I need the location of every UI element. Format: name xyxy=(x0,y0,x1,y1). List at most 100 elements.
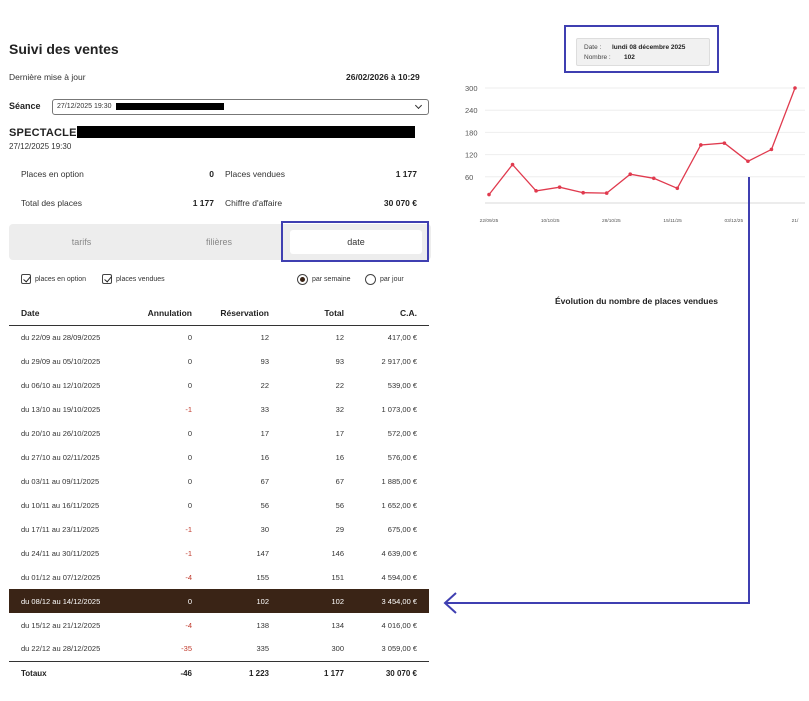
data-point xyxy=(487,192,491,197)
table-row[interactable]: du 01/12 au 07/12/2025 -4 155 151 4 594,00 € xyxy=(9,565,429,589)
cell-ca: 417,00 € xyxy=(387,332,417,342)
table-row[interactable]: du 10/11 au 16/11/2025 0 56 56 1 652,00 € xyxy=(9,493,429,517)
table-row[interactable]: du 24/11 au 30/11/2025 -1 147 146 4 639,00 € xyxy=(9,541,429,565)
total-places-label: Total des places xyxy=(21,198,82,208)
radio-label: par jour xyxy=(380,276,404,283)
cell-total: 17 xyxy=(335,428,344,438)
checkbox-places-sold[interactable]: places vendues xyxy=(102,274,165,284)
chevron-down-icon xyxy=(414,101,423,110)
data-point xyxy=(746,159,750,164)
redaction-bar xyxy=(77,126,415,138)
total-cell-date: Totaux xyxy=(9,660,127,685)
cell-annulation: -1 xyxy=(185,404,192,414)
show-title: SPECTACLE xyxy=(9,127,77,139)
cell-reservation: 33 xyxy=(260,404,269,414)
sold-label: Places vendues xyxy=(225,169,286,179)
cell-reservation: 155 xyxy=(256,572,269,582)
redaction-bar xyxy=(116,103,224,110)
table-row[interactable]: du 29/09 au 05/10/2025 0 93 93 2 917,00 € xyxy=(9,349,429,373)
cell-ca: 576,00 € xyxy=(387,452,417,462)
cell-total: 12 xyxy=(335,332,344,342)
col-header-annulation[interactable]: Annulation xyxy=(127,301,204,326)
cell-reservation: 16 xyxy=(260,452,269,462)
total-cell-reservation: 1 223 xyxy=(204,660,281,685)
total-places-value: 1 177 xyxy=(192,198,214,208)
cell-ca: 1 652,00 € xyxy=(381,500,417,510)
table-row[interactable]: du 03/11 au 09/11/2025 0 67 67 1 885,00 € xyxy=(9,469,429,493)
radio-per-day[interactable]: par jour xyxy=(365,274,404,285)
table-row[interactable]: du 08/12 au 14/12/2025 0 102 102 3 454,00 € xyxy=(9,589,429,613)
cell-ca: 2 917,00 € xyxy=(381,356,417,366)
y-tick-label: 300 xyxy=(465,84,478,93)
col-header-date[interactable]: Date xyxy=(9,301,127,326)
radio-per-week[interactable]: par semaine xyxy=(297,274,351,285)
cell-reservation: 147 xyxy=(256,548,269,558)
y-tick-label: 240 xyxy=(465,106,478,115)
cell-reservation: 30 xyxy=(260,524,269,534)
option-value: 0 xyxy=(209,169,214,179)
checkbox-checked-icon xyxy=(102,274,112,284)
cell-annulation: 0 xyxy=(187,500,192,510)
tab-tarifs[interactable]: tarifs xyxy=(71,237,92,247)
option-label: Places en option xyxy=(21,169,84,179)
totals-row: Totaux -46 1 223 1 177 30 070 € xyxy=(9,660,429,685)
cell-date: du 29/09 au 05/10/2025 xyxy=(21,356,101,366)
chart-caption: Évolution du nombre de places vendues xyxy=(555,296,718,306)
table-row[interactable]: du 22/12 au 28/12/2025 -35 335 300 3 059,00 … xyxy=(9,637,429,661)
cell-reservation: 67 xyxy=(260,476,269,486)
last-update-value: 26/02/2026 à 10:29 xyxy=(346,72,420,82)
data-point xyxy=(793,86,797,90)
data-point xyxy=(769,147,774,152)
cell-annulation: -35 xyxy=(181,644,192,654)
cell-date: du 24/11 au 30/11/2025 xyxy=(21,548,100,558)
cell-date: du 13/10 au 19/10/2025 xyxy=(21,404,101,414)
data-point xyxy=(604,191,609,195)
col-header-ca[interactable]: C.A. xyxy=(356,301,429,326)
checkbox-label: places vendues xyxy=(116,275,165,283)
view-tabs: tarifs filières date xyxy=(9,224,431,260)
col-header-reservation[interactable]: Réservation xyxy=(204,301,281,326)
cell-annulation: 0 xyxy=(187,476,192,486)
cell-total: 16 xyxy=(335,452,344,462)
cell-total: 29 xyxy=(335,524,344,534)
x-tick-label: 21/ xyxy=(792,218,799,224)
cell-annulation: -1 xyxy=(185,524,192,534)
cell-ca: 539,00 € xyxy=(387,380,417,390)
y-tick-label: 120 xyxy=(465,151,478,160)
x-tick-label: 03/12/25 xyxy=(724,218,743,224)
table-row[interactable]: du 13/10 au 19/10/2025 -1 33 32 1 073,00 € xyxy=(9,397,429,421)
data-point xyxy=(581,190,585,195)
table-row[interactable]: du 27/10 au 02/11/2025 0 16 16 576,00 € xyxy=(9,445,429,469)
table-row[interactable]: du 20/10 au 26/10/2025 0 17 17 572,00 € xyxy=(9,421,429,445)
seance-select[interactable]: 27/12/2025 19:30 xyxy=(52,99,429,115)
cell-reservation: 335 xyxy=(256,644,269,654)
cell-annulation: 0 xyxy=(127,589,204,613)
cell-date: du 15/12 au 21/12/2025 xyxy=(21,620,101,630)
tooltip-date-label: Date : xyxy=(584,44,602,51)
cell-date: du 20/10 au 26/10/2025 xyxy=(21,428,101,438)
radio-selected-icon xyxy=(297,274,308,285)
tab-date[interactable]: date xyxy=(290,230,422,254)
cell-total: 32 xyxy=(335,404,344,414)
cell-annulation: 0 xyxy=(187,452,192,462)
cell-annulation: -4 xyxy=(185,620,192,630)
cell-date: du 06/10 au 12/10/2025 xyxy=(21,380,101,390)
cell-ca: 3 059,00 € xyxy=(381,644,417,654)
checkbox-places-option[interactable]: places en option xyxy=(21,274,86,284)
col-header-total[interactable]: Total xyxy=(281,301,356,326)
sales-line-chart: 60 120 180 240 300 22/09/25 10/10/25 28/10/25 15… xyxy=(465,84,805,224)
tab-filieres[interactable]: filières xyxy=(205,237,232,247)
cell-reservation: 102 xyxy=(204,589,281,613)
data-point xyxy=(510,162,515,167)
table-row[interactable]: du 17/11 au 23/11/2025 -1 30 29 675,00 € xyxy=(9,517,429,541)
cell-reservation: 17 xyxy=(260,428,269,438)
tooltip-count-label: Nombre : xyxy=(584,54,611,61)
annotation-box xyxy=(564,25,719,73)
cell-ca: 4 016,00 € xyxy=(381,620,417,630)
cell-date: du 08/12 au 14/12/2025 xyxy=(9,589,127,613)
table-row[interactable]: du 06/10 au 12/10/2025 0 22 22 539,00 € xyxy=(9,373,429,397)
table-row[interactable]: du 15/12 au 21/12/2025 -4 138 134 4 016,00 € xyxy=(9,613,429,637)
cell-total: 102 xyxy=(281,589,356,613)
total-cell-ca: 30 070 € xyxy=(356,660,429,685)
table-row[interactable]: du 22/09 au 28/09/2025 0 12 12 417,00 € xyxy=(9,325,429,349)
